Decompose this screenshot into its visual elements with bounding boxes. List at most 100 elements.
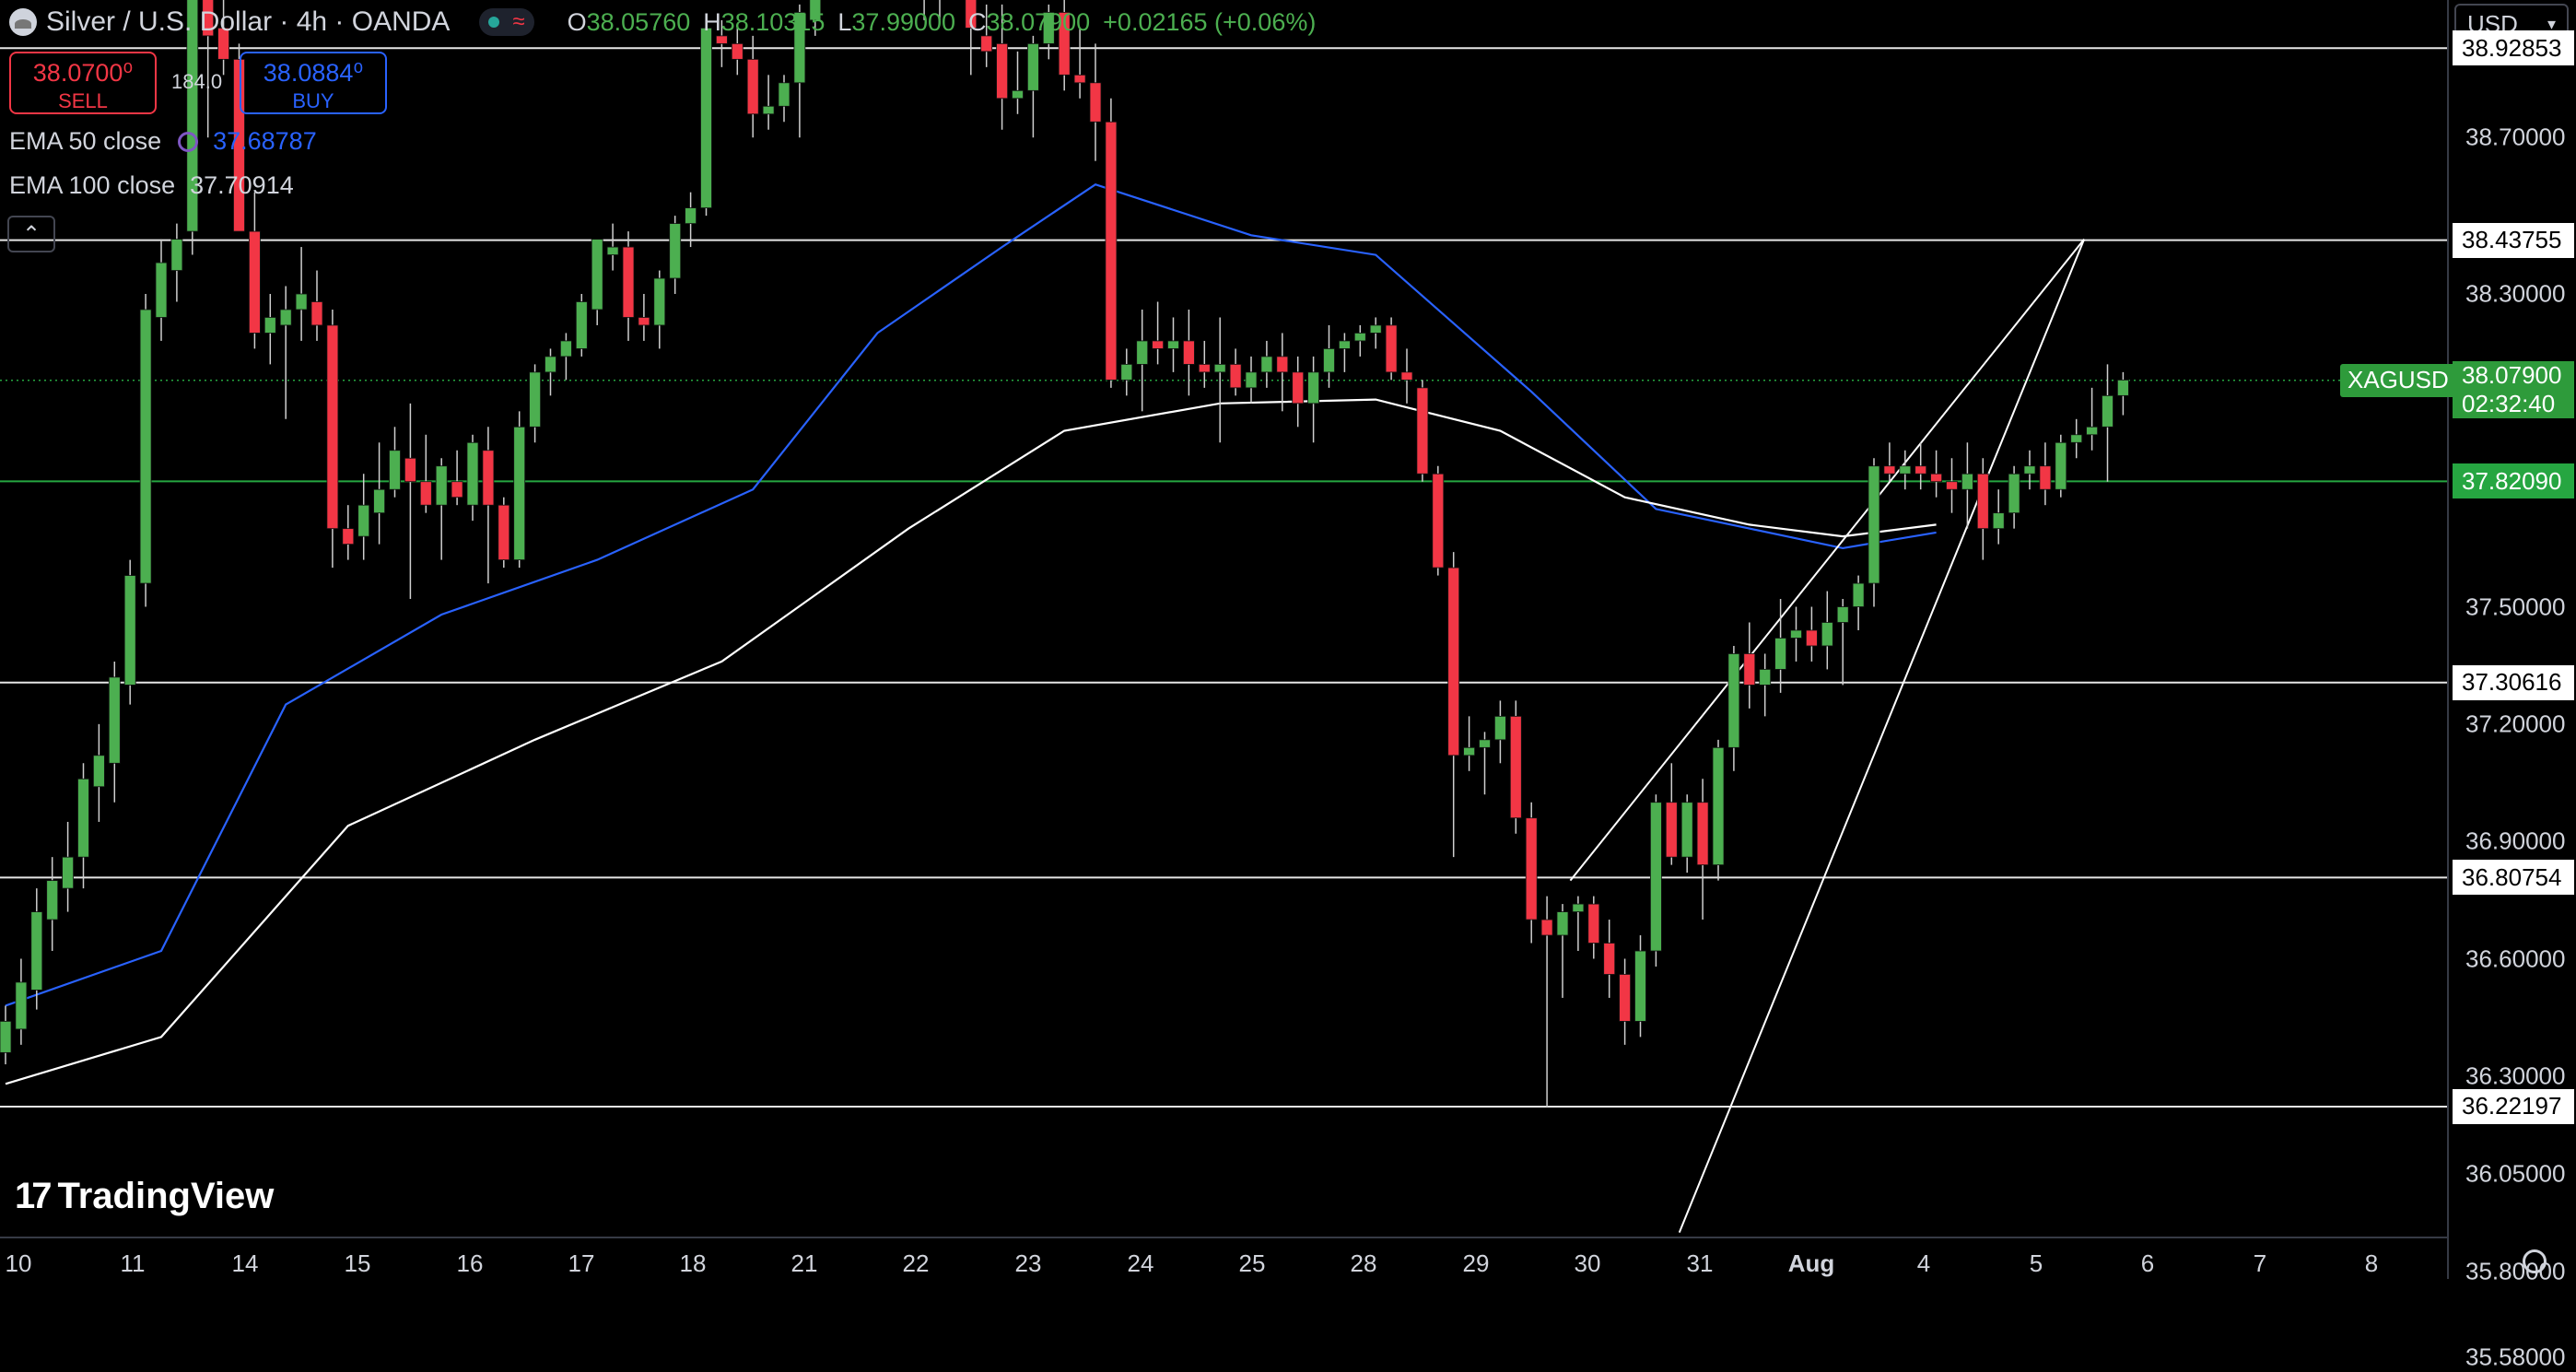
candle[interactable] [1696,779,1709,921]
candle[interactable] [1058,0,1071,91]
candle[interactable] [1992,489,2005,545]
candle[interactable] [934,0,945,20]
candle[interactable] [1790,606,1802,662]
candle[interactable] [435,458,448,560]
symbol-title[interactable]: Silver / U.S. Dollar · 4h · OANDA [46,6,451,37]
candle[interactable] [2086,387,2099,451]
time-axis[interactable] [0,1237,2447,1281]
candle[interactable] [1260,340,1273,388]
candle[interactable] [622,231,635,341]
candle[interactable] [46,857,59,952]
candle[interactable] [1120,348,1133,396]
candle[interactable] [2102,364,2113,482]
candle[interactable] [357,474,370,560]
candle[interactable] [544,348,556,396]
candle[interactable] [1914,442,1927,490]
candle[interactable] [965,0,978,76]
candle[interactable] [93,723,105,822]
candle[interactable] [1432,465,1445,576]
candle[interactable] [1540,896,1553,1108]
candle[interactable] [1292,356,1305,428]
candle[interactable] [295,247,308,341]
candle[interactable] [1883,442,1896,482]
candle[interactable] [1105,98,1118,388]
candle[interactable] [202,0,215,138]
candle[interactable] [1183,309,1195,396]
candle[interactable] [139,294,152,607]
candle[interactable] [1323,324,1335,388]
candle[interactable] [1012,51,1024,114]
candle[interactable] [591,239,603,325]
candle[interactable] [2055,434,2067,498]
market-status-pill[interactable]: ≈ [479,8,534,36]
tradingview-logo[interactable]: 17 TradingView [15,1176,274,1217]
candle[interactable] [980,4,993,67]
candle[interactable] [1385,317,1398,381]
candle[interactable] [1665,763,1678,865]
candle[interactable] [1245,356,1258,404]
candle[interactable] [685,192,697,248]
candle[interactable] [1650,794,1662,967]
candle[interactable] [1229,348,1242,396]
candle[interactable] [1167,317,1179,372]
candle[interactable] [1307,356,1319,443]
candle[interactable] [1680,794,1693,874]
candle[interactable] [15,958,28,1045]
candle[interactable] [248,192,261,349]
indicator-ema100[interactable]: EMA 100 close 37.70914 [9,171,294,200]
candle[interactable] [513,411,526,569]
candle[interactable] [1806,606,1818,662]
candle[interactable] [669,216,682,294]
candle[interactable] [1946,458,1958,513]
candle[interactable] [1089,43,1102,161]
candle[interactable] [1213,317,1226,443]
candle[interactable] [1276,333,1289,412]
candle[interactable] [700,27,712,217]
candle[interactable] [451,450,463,506]
candle[interactable] [1743,622,1756,709]
candle[interactable] [1759,653,1772,717]
candle[interactable] [482,427,495,584]
candle[interactable] [2070,418,2083,459]
candle[interactable] [1961,442,1973,529]
candle[interactable] [1353,324,1366,357]
candle[interactable] [466,434,479,522]
candle[interactable] [996,4,1008,130]
candle[interactable] [1479,732,1491,795]
candle[interactable] [404,403,416,600]
candle[interactable] [1073,28,1086,99]
candle[interactable] [389,427,401,498]
candle[interactable] [638,294,650,341]
candle[interactable] [1976,458,1989,560]
trendline[interactable] [1678,239,2086,1233]
candle[interactable] [1494,700,1506,764]
candle[interactable] [1572,896,1585,952]
candle[interactable] [1400,348,1413,404]
candle[interactable] [1603,920,1616,998]
candle[interactable] [1027,35,1039,138]
candle[interactable] [77,763,89,889]
buy-button[interactable]: 38.0884⁰ BUY [240,52,387,114]
candle[interactable] [1852,575,1865,630]
candle[interactable] [1525,802,1538,944]
price-axis[interactable] [2447,0,2576,1279]
indicator-ema50[interactable]: EMA 50 close 37.68787 [9,127,317,156]
candle[interactable] [1899,450,1912,490]
candle[interactable] [326,309,339,569]
gear-icon[interactable] [2523,1249,2547,1273]
candle[interactable] [1509,700,1522,834]
candle[interactable] [310,270,323,341]
candle[interactable] [30,888,43,1010]
candle[interactable] [1556,904,1569,998]
candle[interactable] [0,1005,12,1065]
candle[interactable] [762,75,775,130]
candle[interactable] [186,0,199,255]
candle[interactable] [1619,958,1631,1045]
candle[interactable] [1339,333,1351,372]
candle[interactable] [2116,371,2129,416]
candle[interactable] [1447,552,1460,858]
candle[interactable] [62,821,74,912]
candle[interactable] [498,497,510,569]
candle[interactable] [1587,896,1600,959]
candle[interactable] [575,294,588,357]
